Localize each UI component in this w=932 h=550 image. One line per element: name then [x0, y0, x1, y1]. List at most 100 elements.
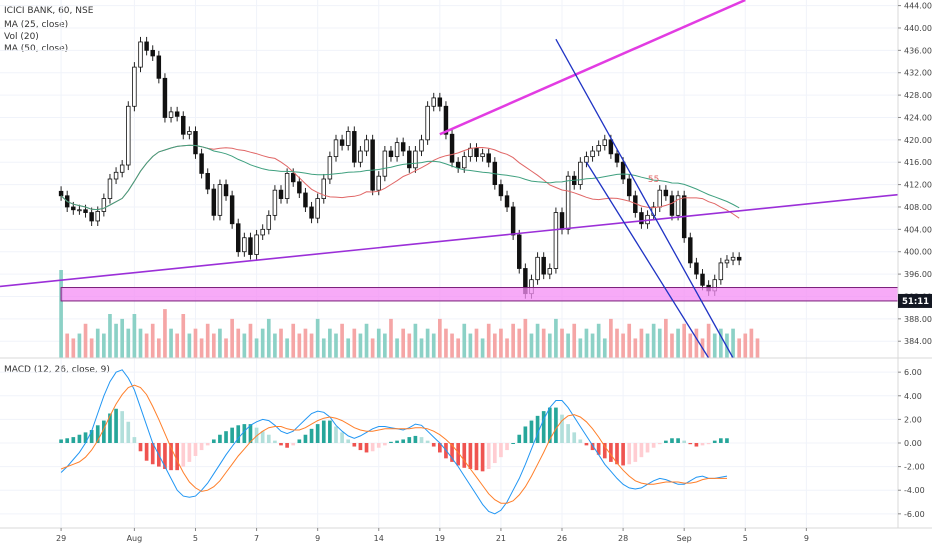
marker-label: 55 [648, 175, 659, 185]
macd-histogram-bar [193, 443, 198, 456]
price-tick-label: 408.00 [904, 203, 932, 212]
price-tick-label: 396.00 [904, 270, 932, 279]
price-tick-label: 416.00 [904, 158, 932, 167]
macd-histogram-bar [419, 437, 424, 443]
volume-bar [590, 333, 595, 358]
candle-body [449, 133, 455, 163]
candle-body [223, 184, 229, 197]
candle-body [138, 41, 143, 68]
candle-body [400, 142, 406, 152]
volume-bar [737, 338, 742, 358]
macd-histogram-bar [138, 443, 143, 452]
macd-histogram-bar [376, 443, 381, 448]
macd-histogram-bar [205, 443, 210, 446]
macd-histogram-bar [102, 420, 106, 443]
volume-bar [492, 333, 497, 358]
macd-histogram-bar [230, 427, 234, 443]
macd-histogram-bar [645, 443, 650, 453]
candle-body [297, 181, 302, 194]
candle-body [596, 145, 601, 152]
price-tick-label: 428.00 [904, 91, 932, 100]
candle-body [553, 212, 559, 269]
macd-histogram-bar [456, 443, 460, 466]
volume-bar [138, 328, 143, 358]
candle-body [474, 147, 479, 158]
macd-histogram-bar [132, 437, 137, 443]
candle-body [321, 178, 327, 199]
time-tick-label: 9 [804, 534, 809, 543]
macd-histogram-bar [535, 415, 540, 443]
candle-body [187, 131, 192, 135]
candle-body [132, 66, 137, 107]
volume-bar [65, 333, 70, 358]
falling-channel-lower [585, 161, 710, 359]
macd-histogram-bar [358, 443, 363, 451]
candle-body [425, 105, 430, 141]
macd-histogram-bar [609, 443, 613, 462]
candle-body [162, 77, 168, 118]
macd-histogram-bar [450, 443, 454, 462]
volume-bar [688, 333, 693, 358]
macd-histogram-bar [285, 443, 289, 448]
macd-histogram-bar [468, 443, 473, 469]
volume-bar [285, 338, 289, 358]
candle-body [327, 156, 333, 180]
time-tick-label: 5 [193, 534, 198, 543]
candle-body [144, 41, 149, 51]
candle-body [358, 150, 363, 163]
volume-bar [340, 323, 344, 358]
macd-histogram-bar [364, 443, 369, 453]
candle-body [431, 97, 436, 107]
volume-bar [731, 328, 735, 358]
macd-histogram-bar [554, 407, 558, 443]
upper-channel-line [439, 0, 746, 136]
macd-histogram-bar [413, 435, 418, 443]
macd-histogram-bar [438, 443, 442, 453]
macd-histogram-bar [547, 407, 552, 443]
volume-bar [645, 333, 650, 358]
price-tick-label: 384.00 [904, 337, 932, 346]
macd-histogram-bar [328, 420, 332, 443]
volume-bar [541, 328, 546, 358]
price-tick-label: 444.00 [904, 2, 932, 11]
candle-body [181, 115, 186, 135]
volume-bar [224, 338, 228, 358]
macd-histogram-bar [114, 408, 118, 443]
volume-bar [743, 333, 748, 358]
macd-histogram-bar [309, 428, 314, 443]
volume-bar [273, 333, 277, 358]
volume-bar [193, 328, 198, 358]
volume-bar [328, 328, 332, 358]
volume-bar [236, 328, 241, 358]
volume-bar [218, 328, 222, 358]
macd-histogram-bar [511, 443, 515, 444]
volume-bar [352, 328, 357, 358]
support-zone [60, 287, 899, 302]
macd-histogram-bar [83, 432, 88, 443]
macd-histogram-bar [621, 443, 625, 466]
macd-histogram-bar [95, 425, 100, 443]
volume-bar [719, 328, 723, 358]
macd-tick-label: 2.00 [904, 415, 922, 424]
candle-body [688, 237, 693, 264]
volume-bar [517, 328, 522, 358]
volume-bar [376, 328, 381, 358]
volume-bar [486, 323, 491, 358]
candle-body [107, 178, 113, 199]
volume-bar [383, 333, 387, 358]
price-tick-label: 412.00 [904, 181, 932, 190]
volume-bar [602, 338, 607, 358]
candle-body [364, 139, 369, 152]
volume-bar [749, 328, 754, 358]
volume-bar [676, 328, 680, 358]
macd-histogram-bar [175, 443, 179, 471]
macd-histogram-bar [291, 443, 296, 446]
candle-body [260, 228, 265, 236]
volume-bar [334, 333, 338, 358]
price-tick-label: 404.00 [904, 225, 932, 234]
macd-histogram-bar [395, 440, 399, 443]
volume-bar [309, 333, 314, 358]
candle-body [504, 195, 510, 208]
candle-body [455, 161, 461, 169]
